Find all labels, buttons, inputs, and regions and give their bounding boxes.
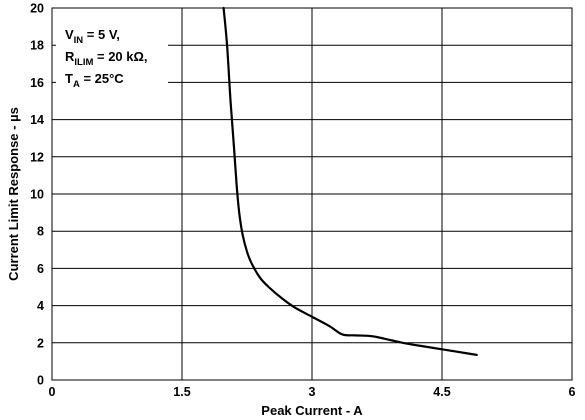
- y-axis-title: Current Limit Response - µs: [6, 107, 21, 281]
- x-tick-label: 4.5: [433, 385, 450, 399]
- y-tick-label: 10: [30, 188, 44, 202]
- y-tick-label: 16: [30, 76, 44, 90]
- annotation-line-rilim: RILIM = 20 kΩ,: [65, 49, 148, 68]
- vin-value: = 5 V,: [83, 27, 120, 42]
- y-tick-label: 8: [37, 225, 44, 239]
- rilim-symbol: R: [65, 49, 75, 64]
- annotation-line-vin: VIN = 5 V,: [65, 27, 120, 46]
- rilim-subscript: ILIM: [74, 57, 93, 68]
- ta-symbol: T: [65, 71, 73, 86]
- vin-subscript: IN: [74, 35, 84, 46]
- x-tick-labels: 0 1.5 3 4.5 6: [49, 385, 576, 399]
- plot-frame: [51, 7, 573, 381]
- y-tick-label: 18: [30, 39, 44, 53]
- x-tick-label: 0: [49, 385, 56, 399]
- y-tick-label: 14: [30, 113, 44, 127]
- x-tick-label: 1.5: [173, 385, 190, 399]
- y-tick-label: 0: [37, 374, 44, 388]
- y-tick-label: 20: [30, 2, 44, 16]
- x-axis-title: Peak Current - A: [261, 403, 363, 418]
- x-tick-label: 3: [309, 385, 316, 399]
- y-tick-label: 6: [37, 262, 44, 276]
- series-line: [222, 6, 478, 356]
- y-tick-label: 2: [37, 336, 44, 350]
- annotation-box: [56, 20, 168, 96]
- y-tick-label: 4: [37, 299, 44, 313]
- y-tick-label: 12: [30, 150, 44, 164]
- rilim-value: = 20 kΩ,: [93, 49, 147, 64]
- ta-subscript: A: [73, 79, 80, 90]
- x-tick-label: 6: [569, 385, 576, 399]
- annotation-line-ta: TA = 25°C: [65, 71, 124, 90]
- y-tick-labels: 0 2 4 6 8 10 12 14 16 18 20: [30, 2, 44, 388]
- vin-symbol: V: [65, 27, 74, 42]
- ta-value: = 25°C: [80, 71, 124, 86]
